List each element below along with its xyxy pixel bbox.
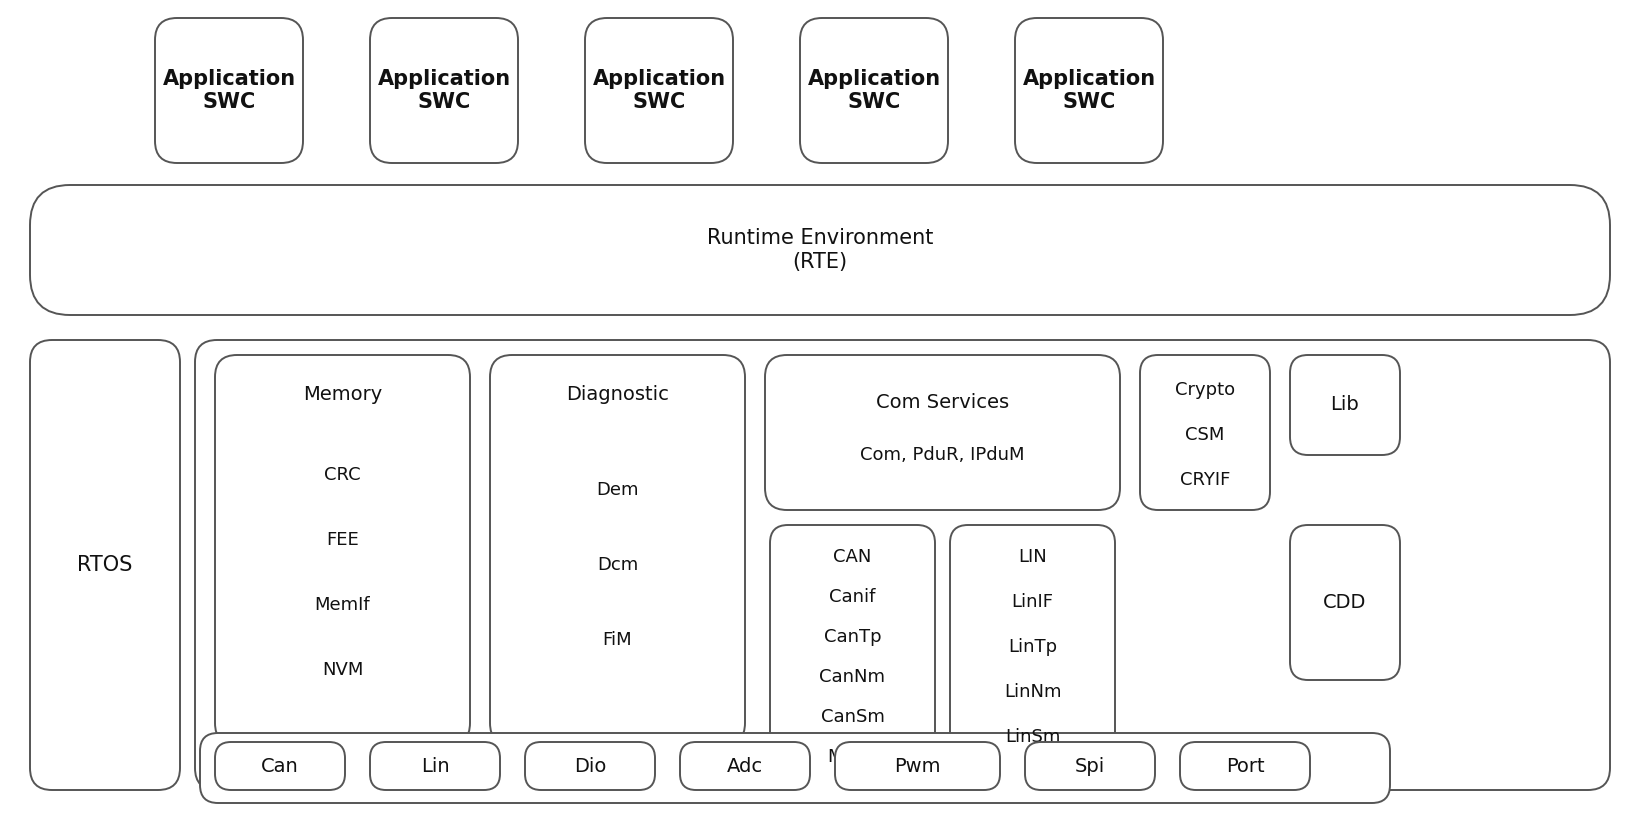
Text: Application
SWC: Application SWC xyxy=(162,69,295,112)
FancyBboxPatch shape xyxy=(30,340,180,790)
Text: FiM: FiM xyxy=(602,631,632,649)
Text: Port: Port xyxy=(1226,756,1264,775)
Text: CDD: CDD xyxy=(1323,593,1366,612)
FancyBboxPatch shape xyxy=(1140,355,1270,510)
Text: Dio: Dio xyxy=(574,756,606,775)
FancyBboxPatch shape xyxy=(200,733,1389,803)
FancyBboxPatch shape xyxy=(586,18,733,163)
Text: Adc: Adc xyxy=(728,756,762,775)
Text: Com, PduR, IPduM: Com, PduR, IPduM xyxy=(860,446,1025,464)
Text: Diagnostic: Diagnostic xyxy=(566,386,668,405)
Text: Com Services: Com Services xyxy=(876,394,1010,412)
FancyBboxPatch shape xyxy=(1025,742,1155,790)
FancyBboxPatch shape xyxy=(490,355,746,745)
FancyBboxPatch shape xyxy=(1180,742,1310,790)
Text: Runtime Environment
(RTE): Runtime Environment (RTE) xyxy=(706,229,934,272)
Text: Application
SWC: Application SWC xyxy=(592,69,726,112)
Text: MemIf: MemIf xyxy=(315,596,370,614)
Text: CAN: CAN xyxy=(833,548,871,566)
Text: CanNm: CanNm xyxy=(820,668,886,686)
FancyBboxPatch shape xyxy=(1290,355,1399,455)
Text: CanSm: CanSm xyxy=(820,708,884,726)
Text: Crypto: Crypto xyxy=(1175,381,1236,399)
FancyBboxPatch shape xyxy=(155,18,304,163)
FancyBboxPatch shape xyxy=(800,18,949,163)
FancyBboxPatch shape xyxy=(771,525,936,790)
FancyBboxPatch shape xyxy=(525,742,655,790)
Text: Dem: Dem xyxy=(596,481,639,499)
Text: CSM: CSM xyxy=(1185,426,1224,444)
Text: LIN: LIN xyxy=(1018,548,1046,566)
Text: Lin: Lin xyxy=(421,756,449,775)
FancyBboxPatch shape xyxy=(214,355,470,745)
FancyBboxPatch shape xyxy=(766,355,1120,510)
FancyBboxPatch shape xyxy=(950,525,1115,790)
Text: LinTp: LinTp xyxy=(1008,638,1058,656)
FancyBboxPatch shape xyxy=(835,742,1000,790)
Text: Canif: Canif xyxy=(830,588,876,606)
Text: Lib: Lib xyxy=(1330,396,1360,415)
Text: CanTp: CanTp xyxy=(823,628,881,646)
Text: Application
SWC: Application SWC xyxy=(1023,69,1155,112)
Text: Can: Can xyxy=(261,756,299,775)
Text: CRC: CRC xyxy=(323,466,361,484)
FancyBboxPatch shape xyxy=(680,742,810,790)
FancyBboxPatch shape xyxy=(1290,525,1399,680)
Text: CRYIF: CRYIF xyxy=(1180,471,1231,489)
Text: Spi: Spi xyxy=(1074,756,1106,775)
Text: MCAL: MCAL xyxy=(827,748,878,766)
Text: RTOS: RTOS xyxy=(78,555,132,575)
Text: NVM: NVM xyxy=(322,661,363,679)
FancyBboxPatch shape xyxy=(195,340,1610,790)
Text: LinSm: LinSm xyxy=(1005,728,1061,746)
Text: Memory: Memory xyxy=(304,386,383,405)
FancyBboxPatch shape xyxy=(1015,18,1163,163)
Text: Application
SWC: Application SWC xyxy=(807,69,940,112)
Text: Pwm: Pwm xyxy=(894,756,940,775)
Text: FEE: FEE xyxy=(327,531,360,549)
Text: LinNm: LinNm xyxy=(1003,683,1061,701)
FancyBboxPatch shape xyxy=(370,742,500,790)
Text: Dcm: Dcm xyxy=(597,556,639,574)
Text: LinIF: LinIF xyxy=(1011,593,1053,611)
FancyBboxPatch shape xyxy=(370,18,518,163)
FancyBboxPatch shape xyxy=(214,742,345,790)
Text: Application
SWC: Application SWC xyxy=(378,69,510,112)
FancyBboxPatch shape xyxy=(30,185,1610,315)
